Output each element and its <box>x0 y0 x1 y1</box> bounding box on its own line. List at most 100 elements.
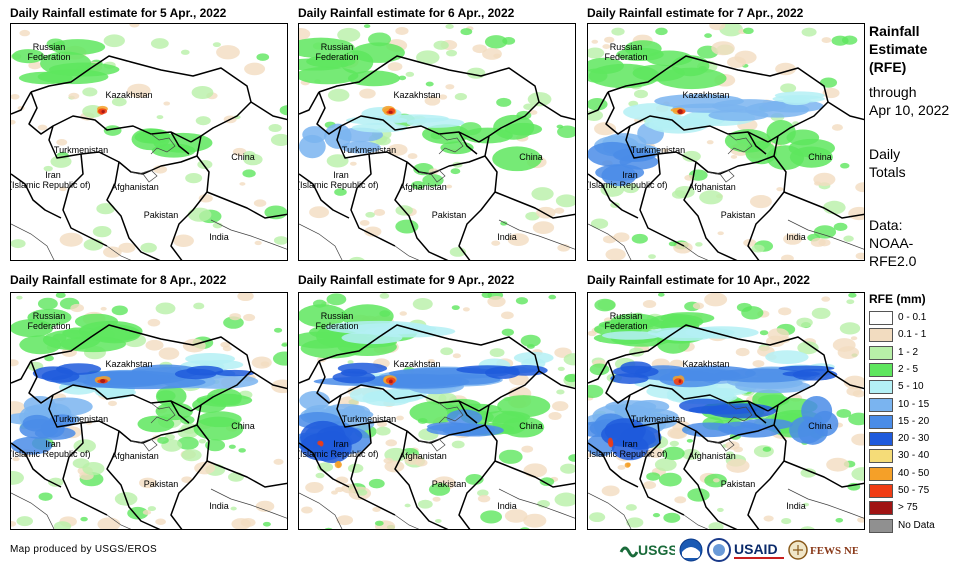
legend-label: 5 - 10 <box>898 381 924 393</box>
country-border <box>458 400 478 424</box>
country-border <box>747 155 787 260</box>
country-border <box>683 430 738 529</box>
minor-border <box>438 133 464 155</box>
legend-label: 15 - 20 <box>898 415 930 427</box>
minor-border <box>150 402 176 424</box>
country-border <box>394 161 449 260</box>
country-label-iran-1: Iran <box>622 170 638 180</box>
minor-border <box>106 245 132 260</box>
country-border <box>719 135 779 175</box>
minor-border <box>498 219 575 250</box>
country-label-china: China <box>808 421 832 431</box>
legend-swatch <box>869 518 893 533</box>
country-label-afghanistan: Afghanistan <box>688 451 736 461</box>
country-border <box>62 422 108 516</box>
country-border <box>11 442 62 488</box>
heading-line-3: (RFE) <box>869 59 907 75</box>
through-line-1: through <box>869 84 917 100</box>
country-border <box>62 153 108 247</box>
country-label-india: India <box>497 501 517 511</box>
country-label-kazakhstan: Kazakhstan <box>682 359 730 369</box>
country-label-russia-2: Federation <box>604 52 648 62</box>
country-label-russia-2: Federation <box>315 321 359 331</box>
legend-swatch <box>869 466 893 481</box>
fewsnet-logo-text: FEWS NET <box>810 545 858 557</box>
country-label-russia-2: Federation <box>27 52 71 62</box>
minor-border <box>787 219 864 250</box>
minor-border <box>418 438 446 452</box>
minor-border <box>130 438 158 452</box>
rainfall-map-3: Russian Federation Kazakhstan Turkmenistan I… <box>587 23 865 261</box>
rainfall-map-graphic <box>299 24 575 260</box>
country-border <box>350 422 396 516</box>
country-label-afghanistan: Afghanistan <box>688 182 736 192</box>
panel-title-5: Daily Rainfall estimate for 9 Apr., 2022 <box>298 273 515 287</box>
country-border <box>605 91 769 143</box>
country-border <box>336 125 432 175</box>
minor-border <box>498 488 575 519</box>
country-border <box>11 91 32 115</box>
country-border <box>299 173 350 219</box>
country-label-iran-1: Iran <box>333 170 349 180</box>
country-border <box>336 394 432 444</box>
legend-label: 0.1 - 1 <box>898 329 927 341</box>
heading-line-2: Estimate <box>869 41 928 57</box>
side-heading: Rainfall Estimate (RFE) <box>869 22 927 76</box>
country-border <box>299 360 320 384</box>
legend-label: 20 - 30 <box>898 433 930 445</box>
usgs-logo-text: USGS <box>638 542 675 558</box>
legend-label: 40 - 50 <box>898 467 930 479</box>
rainfall-map-graphic <box>588 24 864 260</box>
country-label-india: India <box>209 232 229 242</box>
minor-border <box>588 223 632 260</box>
country-label-india: India <box>497 232 517 242</box>
legend-label: 30 - 40 <box>898 450 930 462</box>
country-label-russia-1: Russian <box>32 42 66 52</box>
country-label-afghanistan: Afghanistan <box>111 182 159 192</box>
country-label-russia-1: Russian <box>320 42 354 52</box>
country-label-pakistan: Pakistan <box>431 210 467 220</box>
fewsnet-logo-icon: FEWS NET <box>788 540 867 560</box>
country-border <box>494 191 575 219</box>
legend-swatch <box>869 484 893 498</box>
country-border <box>316 360 480 412</box>
minor-border <box>210 219 287 250</box>
minor-border <box>130 169 158 183</box>
panel-title-6: Daily Rainfall estimate for 10 Apr., 202… <box>587 273 810 287</box>
heading-line-1: Rainfall <box>869 23 920 39</box>
legend-title: RFE (mm) <box>869 292 926 306</box>
minor-border <box>787 488 864 519</box>
usaid-logo: USAID <box>734 538 786 562</box>
country-label-pakistan: Pakistan <box>143 210 179 220</box>
rainfall-map-6: Russian Federation Kazakhstan Turkmenistan I… <box>587 292 865 530</box>
country-label-china: China <box>231 152 255 162</box>
country-label-afghanistan: Afghanistan <box>111 451 159 461</box>
legend-label: > 75 <box>898 502 918 514</box>
side-totals: Daily Totals <box>869 145 906 181</box>
country-label-iran-2: (Islamic Republic of) <box>587 449 668 459</box>
country-border <box>605 360 769 412</box>
country-border <box>28 360 192 412</box>
legend-swatch <box>869 449 893 464</box>
minor-border <box>727 402 753 424</box>
country-border <box>747 131 767 155</box>
country-border <box>318 55 540 143</box>
country-border <box>316 91 480 143</box>
minor-border <box>394 514 420 529</box>
minor-border <box>394 245 420 260</box>
country-label-russia-1: Russian <box>320 311 354 321</box>
minor-border <box>418 169 446 183</box>
usgs-logo: USGS <box>619 538 678 562</box>
country-label-iran-1: Iran <box>622 439 638 449</box>
rainfall-map-graphic <box>588 293 864 529</box>
country-border <box>170 155 210 260</box>
country-label-pakistan: Pakistan <box>431 479 467 489</box>
panel-title-3: Daily Rainfall estimate for 7 Apr., 2022 <box>587 6 804 20</box>
country-border <box>458 155 498 260</box>
country-label-iran-1: Iran <box>45 170 61 180</box>
legend-label: 50 - 75 <box>898 485 930 496</box>
noaa-logo <box>679 538 703 562</box>
country-label-india: India <box>786 232 806 242</box>
country-border <box>719 404 779 444</box>
country-border <box>458 131 478 155</box>
